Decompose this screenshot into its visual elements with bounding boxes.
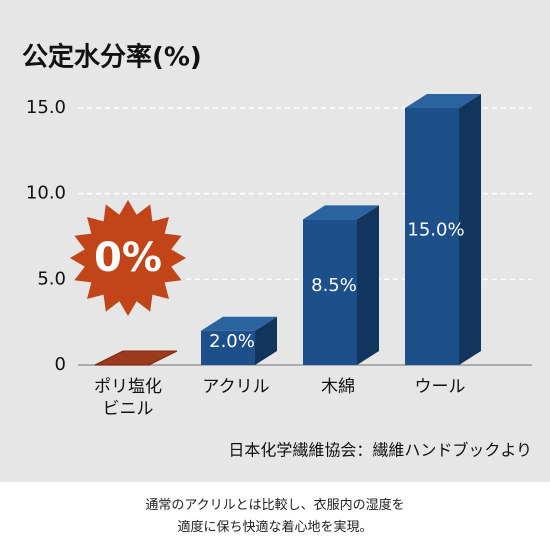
y-tick-label: 0 xyxy=(55,354,66,375)
bar-top xyxy=(303,205,379,220)
caption-line: 適度に保ち快適な着心地を実現。 xyxy=(177,520,373,535)
value-label: 2.0% xyxy=(209,331,255,352)
x-tick-label: 木綿 xyxy=(321,377,355,397)
x-tick-label: ポリ塩化ビニル xyxy=(94,377,162,419)
bar-side xyxy=(357,205,379,365)
value-label: 0% xyxy=(94,235,162,281)
source-note: 日本化学繊維協会：繊維ハンドブックより xyxy=(228,441,532,460)
bar xyxy=(94,350,178,366)
caption-line: 通常のアクリルとは比較し、衣服内の湿度を xyxy=(145,498,405,513)
bar-side xyxy=(459,94,481,365)
y-tick-label: 10.0 xyxy=(26,183,66,204)
bar-top xyxy=(201,316,277,331)
bar-top xyxy=(405,94,481,108)
x-tick-label: アクリル xyxy=(202,377,270,397)
x-tick-label: ウール xyxy=(414,377,466,397)
y-tick-label: 15.0 xyxy=(26,97,66,118)
bar xyxy=(405,108,459,365)
starburst xyxy=(70,200,186,316)
bar-side xyxy=(255,316,277,365)
value-label: 15.0% xyxy=(407,220,464,241)
chart-title: 公定水分率(%) xyxy=(22,42,202,73)
bar xyxy=(201,330,255,365)
y-tick-label: 5.0 xyxy=(37,268,66,289)
value-label: 8.5% xyxy=(311,275,357,296)
bar xyxy=(303,219,357,365)
